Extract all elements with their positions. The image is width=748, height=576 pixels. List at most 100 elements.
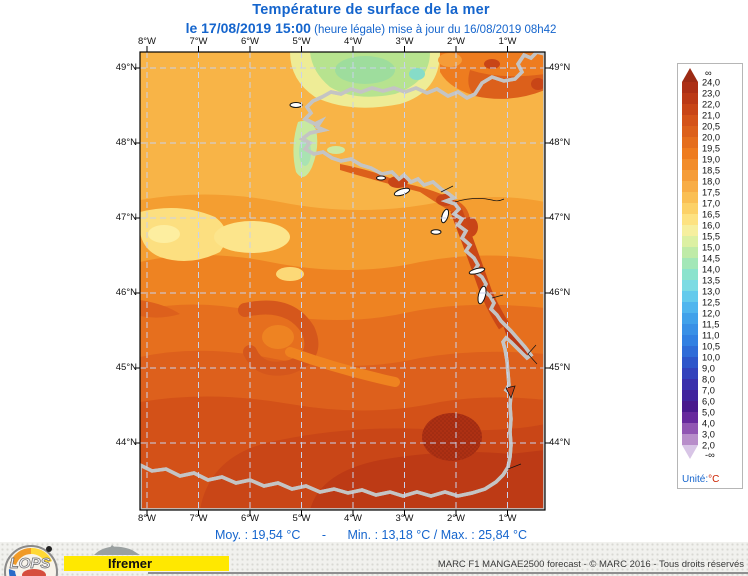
- colorbar-tick-label: 16,0: [702, 221, 720, 231]
- colorbar-tick-label: 12,5: [702, 298, 720, 308]
- colorbar-cell: [682, 115, 698, 126]
- warmest-patch: [422, 413, 482, 461]
- colorbar-cell: [682, 434, 698, 445]
- axis-ticks: [134, 46, 551, 516]
- lat-label-left: 44°N: [115, 437, 137, 448]
- lon-label-bottom: 2°W: [446, 513, 466, 524]
- colorbar-infinity-label: ∞: [705, 68, 712, 78]
- colorbar-cell: [682, 313, 698, 324]
- lon-label-top: 6°W: [240, 36, 260, 47]
- colorbar-cell: [682, 137, 698, 148]
- colorbar-tick-label: 9,0: [702, 364, 715, 374]
- colorbar-tick-label: 2,0: [702, 441, 715, 451]
- colorbar-tick-label: 15,5: [702, 232, 720, 242]
- arcachon-basin: [505, 385, 516, 400]
- colorbar-cell: [682, 258, 698, 269]
- lat-label-right: 44°N: [549, 437, 571, 448]
- lat-label-left: 47°N: [115, 212, 137, 223]
- lon-label-bottom: 5°W: [292, 513, 311, 524]
- colorbar-cell: [682, 126, 698, 137]
- colorbar-tick-label: 13,0: [702, 287, 720, 297]
- colorbar-cell: [682, 291, 698, 302]
- lat-label-left: 48°N: [115, 137, 137, 148]
- lon-label-top: 7°W: [189, 36, 208, 47]
- lat-label-left: 45°N: [115, 362, 137, 373]
- colorbar-tick-label: 10,0: [702, 353, 720, 363]
- colorbar-tick-label: 20,5: [702, 122, 720, 132]
- colorbar-neg-infinity-label: -∞: [705, 450, 715, 460]
- colorbar-tick-label: 24,0: [702, 78, 720, 88]
- colorbar-arrow-top: [682, 68, 698, 82]
- footer-rule: [148, 572, 748, 574]
- colorbar-tick-label: 18,5: [702, 166, 720, 176]
- colorbar-cell: [682, 247, 698, 258]
- colorbar-tick-label: 18,0: [702, 177, 720, 187]
- colorbar-tick-label: 23,0: [702, 89, 720, 99]
- colorbar-cell: [682, 423, 698, 434]
- colorbar-cell: [682, 214, 698, 225]
- colorbar-cell: [682, 280, 698, 291]
- lon-label-top: 3°W: [395, 36, 414, 47]
- colorbar-tick-label: 15,0: [702, 243, 720, 253]
- colorbar-cell: [682, 148, 698, 159]
- lat-label-left: 49°N: [115, 62, 137, 73]
- colorbar-tick-label: 16,5: [702, 210, 720, 220]
- lops-logo-text: LOPS: [10, 555, 51, 572]
- colorbar-cell: [682, 357, 698, 368]
- unit-value: °C: [708, 474, 720, 485]
- lat-label-right: 45°N: [549, 362, 571, 373]
- colorbar-cell: [682, 181, 698, 192]
- ifremer-logo[interactable]: Ifremer: [64, 556, 229, 571]
- lat-label-right: 49°N: [549, 62, 571, 73]
- colorbar-tick-label: 20,0: [702, 133, 720, 143]
- colorbar-cell: [682, 379, 698, 390]
- lon-label-top: 1°W: [498, 36, 517, 47]
- unit-label: Unité:: [682, 474, 709, 485]
- colorbar-cell: [682, 159, 698, 170]
- colorbar-tick-label: 17,5: [702, 188, 720, 198]
- colorbar-tick-label: 19,0: [702, 155, 720, 165]
- colorbar-arrow-bottom: [682, 445, 698, 459]
- colorbar-cell: [682, 82, 698, 93]
- colorbar-cell: [682, 104, 698, 115]
- stats-line: Moy. : 19,54 °C - Min. : 13,18 °C / Max.…: [0, 528, 742, 542]
- colorbar-tick-label: 17,0: [702, 199, 720, 209]
- minmax-temperature: Min. : 13,18 °C / Max. : 25,84 °C: [347, 528, 528, 542]
- update-info: (heure légale) mise à jour du 16/08/2019…: [314, 24, 557, 36]
- rivers: [440, 185, 538, 470]
- colorbar-cell: [682, 401, 698, 412]
- lon-label-bottom: 8°W: [137, 513, 157, 524]
- lat-label-right: 46°N: [549, 287, 571, 298]
- lon-label-top: 5°W: [292, 36, 311, 47]
- colorbar-cell: [682, 225, 698, 236]
- lon-label-top: 4°W: [343, 36, 363, 47]
- sst-map: [134, 46, 551, 516]
- lon-label-bottom: 1°W: [498, 513, 517, 524]
- colorbar-tick-label: 7,0: [702, 386, 715, 396]
- graticule: [140, 52, 545, 510]
- lops-logo[interactable]: LOPS: [2, 541, 60, 576]
- lon-label-bottom: 3°W: [395, 513, 414, 524]
- colorbar-tick-label: 19,5: [702, 144, 720, 154]
- mean-temperature: Moy. : 19,54 °C: [214, 528, 301, 542]
- colorbar-cell: [682, 412, 698, 423]
- title-block: Température de surface de la mer le 17/0…: [0, 2, 742, 36]
- colorbar-cell: [682, 170, 698, 181]
- colorbar-tick-label: 11,0: [702, 331, 719, 341]
- colorbar-tick-label: 21,0: [702, 111, 720, 121]
- lon-label-bottom: 7°W: [189, 513, 208, 524]
- colorbar-tick-label: 12,0: [702, 309, 720, 319]
- colorbar-tick-label: 8,0: [702, 375, 715, 385]
- colorbar-scale: ∞24,023,022,021,020,520,019,519,018,518,…: [682, 68, 720, 460]
- colorbar-cell: [682, 335, 698, 346]
- islands: [289, 102, 487, 305]
- colorbar-cell: [682, 324, 698, 335]
- colorbar-tick-label: 13,5: [702, 276, 720, 286]
- colorbar-tick-label: 14,0: [702, 265, 720, 275]
- colorbar-tick-label: 10,5: [702, 342, 720, 352]
- temperature-colorbar: ∞ 24,0 23,0 22,0 21,0 20,5 20,0 19,5 19,0 18,5 18,…: [677, 63, 743, 489]
- colorbar-tick-label: 22,0: [702, 100, 720, 110]
- lops-dot-icon: [46, 546, 52, 552]
- colorbar-cell: [682, 203, 698, 214]
- colorbar-tick-label: 14,5: [702, 254, 720, 264]
